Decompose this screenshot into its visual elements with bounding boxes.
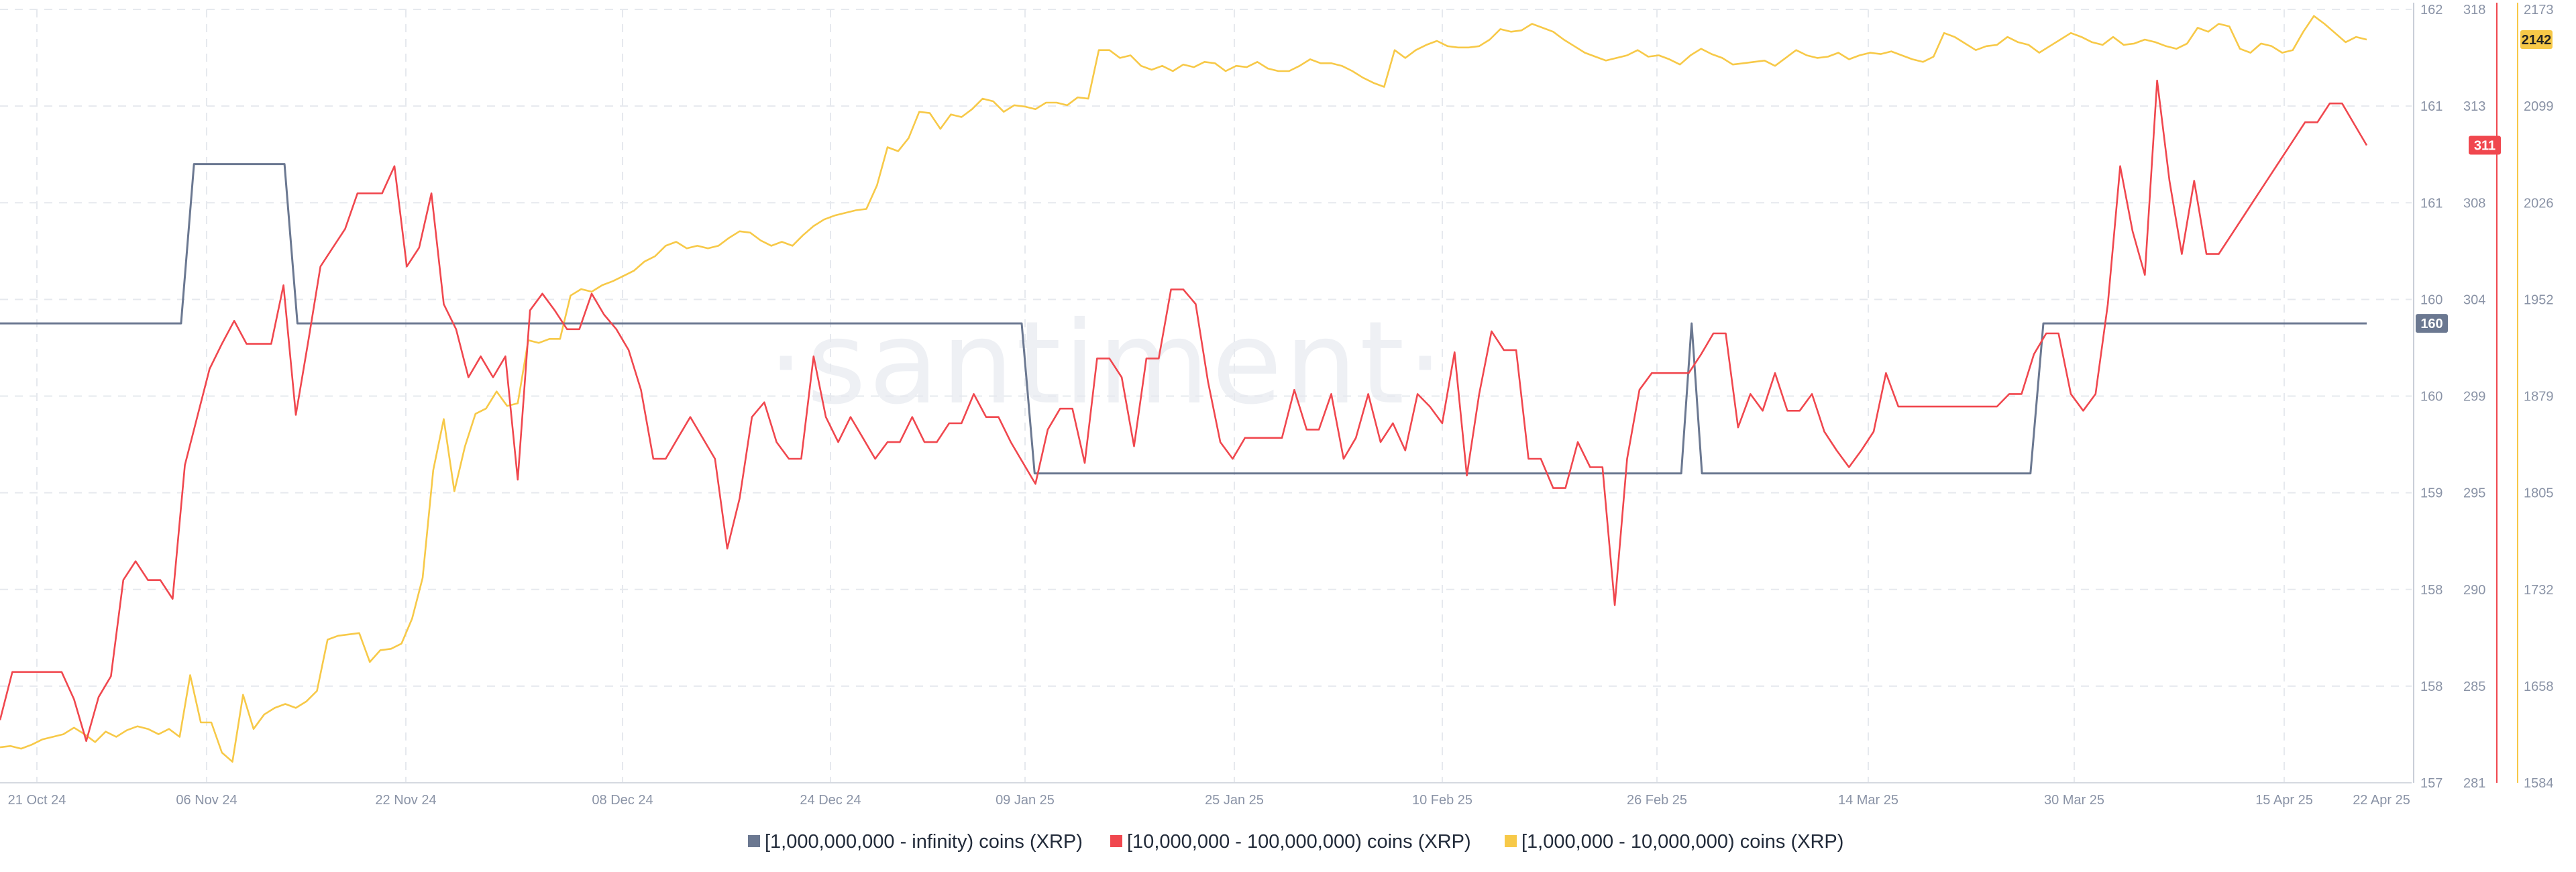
y-tick-label: 308 bbox=[2463, 196, 2485, 211]
y-axis-mid: 318 313 308 304 299 295 290 285 281 bbox=[2463, 3, 2498, 791]
y-tick-label: 318 bbox=[2463, 3, 2485, 17]
y-tick-label: 1658 bbox=[2524, 679, 2554, 694]
x-tick-label: 25 Jan 25 bbox=[1205, 793, 1264, 808]
legend-label-1m-10m: [1,000,000 - 10,000,000) coins (XRP) bbox=[1521, 831, 1843, 853]
y-tick-label: 2173 bbox=[2524, 3, 2554, 17]
badge-1m-10m: 2142 bbox=[2520, 30, 2553, 50]
x-tick-label: 24 Dec 24 bbox=[800, 793, 861, 808]
y-tick-label: 162 bbox=[2420, 3, 2443, 17]
y-tick-label: 2026 bbox=[2524, 196, 2554, 211]
y-tick-label: 158 bbox=[2420, 583, 2443, 598]
series-lines bbox=[0, 15, 2368, 763]
badge-infinity: 160 bbox=[2416, 314, 2448, 333]
series-line-10m-100m bbox=[0, 79, 2368, 742]
series-line-infinity bbox=[0, 163, 2367, 475]
y-tick-label: 281 bbox=[2463, 776, 2485, 791]
x-tick-label: 15 Apr 25 bbox=[2255, 793, 2313, 808]
x-tick-label: 09 Jan 25 bbox=[996, 793, 1055, 808]
x-tick-label: 08 Dec 24 bbox=[592, 793, 653, 808]
badge-10m-100m: 311 bbox=[2469, 135, 2501, 155]
legend-item-1m-10m[interactable]: [1,000,000 - 10,000,000) coins (XRP) bbox=[1505, 831, 1843, 853]
y-tick-label: 2099 bbox=[2524, 99, 2554, 114]
legend-item-10m-100m[interactable]: [10,000,000 - 100,000,000) coins (XRP) bbox=[1110, 831, 1471, 853]
legend-swatch-infinity bbox=[748, 835, 760, 847]
x-tick-label: 06 Nov 24 bbox=[176, 793, 237, 808]
legend-swatch-1m-10m bbox=[1505, 835, 1517, 847]
y-axis-left: 162 161 161 160 160 159 158 158 157 bbox=[2413, 3, 2443, 791]
y-tick-label: 290 bbox=[2463, 583, 2485, 598]
y-axis-right: 2173 2099 2026 1952 1879 1805 1732 1658 1584 bbox=[2517, 3, 2554, 791]
x-tick-label: 22 Apr 25 bbox=[2353, 793, 2410, 808]
y-tick-label: 1584 bbox=[2524, 776, 2554, 791]
badge-infinity-text: 160 bbox=[2420, 317, 2443, 331]
y-tick-label: 157 bbox=[2420, 776, 2443, 791]
series-line-1m-10m bbox=[0, 15, 2367, 763]
watermark: ·santiment· bbox=[767, 297, 1446, 430]
y-tick-label: 160 bbox=[2420, 390, 2443, 404]
x-tick-label: 14 Mar 25 bbox=[1838, 793, 1898, 808]
y-tick-label: 295 bbox=[2463, 486, 2485, 501]
y-tick-label: 1732 bbox=[2524, 583, 2554, 598]
x-tick-label: 22 Nov 24 bbox=[375, 793, 436, 808]
badge-infinity-bg bbox=[2416, 314, 2448, 333]
last-value-badges: 160 311 2142 bbox=[2416, 30, 2553, 333]
x-axis: 21 Oct 24 06 Nov 24 22 Nov 24 08 Dec 24 24 D… bbox=[0, 782, 2412, 808]
y-tick-label: 1952 bbox=[2524, 292, 2554, 307]
y-tick-label: 299 bbox=[2463, 390, 2485, 404]
y-tick-label: 285 bbox=[2463, 679, 2485, 694]
legend-swatch-10m-100m bbox=[1110, 835, 1122, 847]
badge-10m-100m-text: 311 bbox=[2474, 139, 2496, 154]
legend-label-10m-100m: [10,000,000 - 100,000,000) coins (XRP) bbox=[1127, 831, 1471, 853]
y-tick-label: 161 bbox=[2420, 99, 2443, 114]
x-tick-label: 26 Feb 25 bbox=[1627, 793, 1687, 808]
x-tick-label: 21 Oct 24 bbox=[8, 793, 66, 808]
legend: [1,000,000,000 - infinity) coins (XRP) [… bbox=[748, 831, 1843, 853]
y-tick-label: 158 bbox=[2420, 679, 2443, 694]
badge-10m-100m-bg bbox=[2469, 135, 2501, 155]
y-tick-label: 159 bbox=[2420, 486, 2443, 501]
legend-item-infinity[interactable]: [1,000,000,000 - infinity) coins (XRP) bbox=[748, 831, 1083, 853]
badge-1m-10m-text: 2142 bbox=[2522, 33, 2552, 48]
legend-label-infinity: [1,000,000,000 - infinity) coins (XRP) bbox=[765, 831, 1083, 853]
badge-1m-10m-bg bbox=[2520, 30, 2553, 50]
y-tick-label: 304 bbox=[2463, 292, 2485, 307]
y-tick-label: 313 bbox=[2463, 99, 2485, 114]
x-tick-label: 30 Mar 25 bbox=[2044, 793, 2104, 808]
y-tick-label: 161 bbox=[2420, 196, 2443, 211]
y-tick-label: 160 bbox=[2420, 292, 2443, 307]
y-tick-label: 1805 bbox=[2524, 486, 2554, 501]
x-tick-label: 10 Feb 25 bbox=[1412, 793, 1472, 808]
y-tick-label: 1879 bbox=[2524, 390, 2554, 404]
